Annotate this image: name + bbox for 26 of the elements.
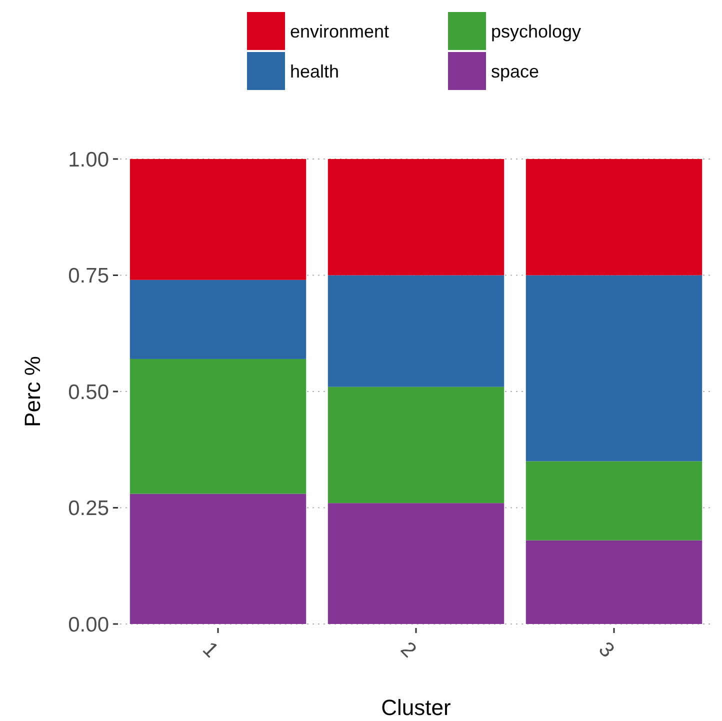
bar [328,159,504,276]
y-tick-label: 0.50 [68,380,109,404]
bar [328,275,504,387]
legend-label: environment [290,21,390,42]
bar [328,503,504,624]
legend-label: space [491,61,540,82]
bar [328,386,504,504]
bar [130,159,306,280]
x-tick-label: 3 [594,638,619,662]
y-tick-label: 0.25 [68,497,109,520]
y-tick-label: 0.75 [68,264,109,288]
y-tick-label: 0.00 [68,613,109,636]
bar [130,280,306,359]
legend-label: health [290,61,340,82]
bar [526,275,702,462]
bar [526,461,702,540]
bar [526,540,702,624]
bar [526,159,702,276]
bar [130,494,306,624]
bar [130,358,306,494]
x-axis-title: Cluster [381,695,451,720]
legend-label: psychology [491,21,582,42]
x-tick-label: 1 [198,638,223,662]
x-tick-label: 2 [396,638,421,662]
y-axis-title: Perc % [20,356,45,427]
y-tick-label: 1.00 [68,148,109,172]
